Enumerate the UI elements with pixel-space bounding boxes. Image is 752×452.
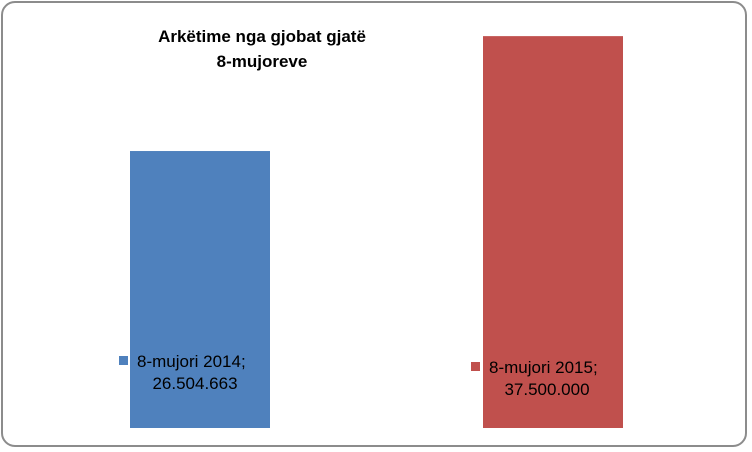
data-label-1-category: 8-mujori 2014; <box>137 352 246 371</box>
data-labels-group: 8-mujori 2014; 26.504.663 8-mujori 2015; 37… <box>119 352 598 399</box>
data-label-2-category: 8-mujori 2015; <box>489 358 598 377</box>
legend-key-2 <box>471 362 480 371</box>
bar-1 <box>130 151 270 428</box>
bars-group <box>130 36 623 428</box>
data-label-1-value: 26.504.663 <box>152 374 237 393</box>
chart-title-line-1: Arkëtime nga gjobat gjatë <box>158 27 366 46</box>
chart-title-line-2: 8-mujoreve <box>217 52 308 71</box>
data-label-2: 8-mujori 2015; 37.500.000 <box>471 358 598 399</box>
data-label-2-value: 37.500.000 <box>504 380 589 399</box>
chart-title: Arkëtime nga gjobat gjatë 8-mujoreve <box>158 27 366 71</box>
data-label-1: 8-mujori 2014; 26.504.663 <box>119 352 246 393</box>
bar-2 <box>483 36 623 428</box>
legend-key-1 <box>119 356 128 365</box>
